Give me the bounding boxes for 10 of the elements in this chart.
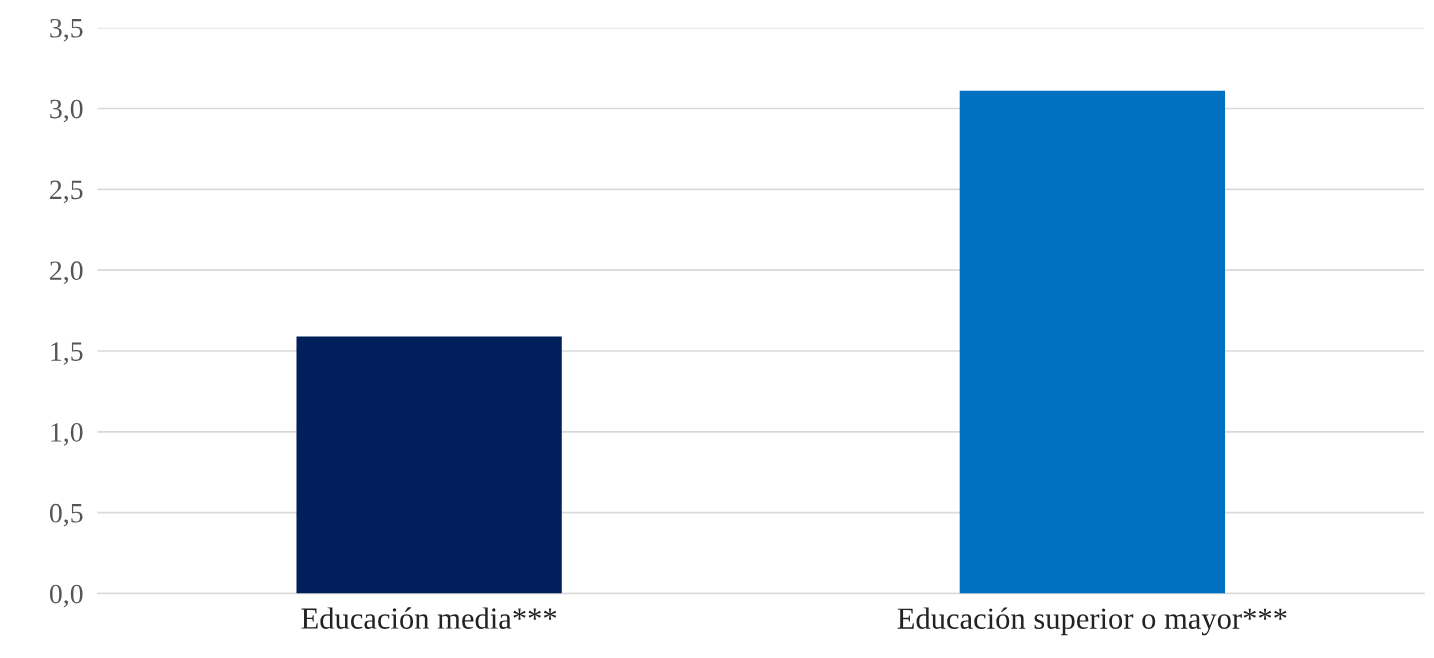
y-tick-label: 3,5 (50, 18, 83, 42)
y-tick-label: 2,5 (50, 180, 83, 204)
y-tick-label: 0,0 (49, 584, 83, 608)
y-tick-label: 2,0 (50, 261, 83, 285)
y-tick-label: 1,0 (51, 423, 83, 446)
y-tick-label: 3,0 (50, 99, 83, 123)
x-tick-label: Educación media*** (301, 607, 557, 629)
y-tick-label: 1,5 (51, 342, 83, 365)
y-tick-label: 0,5 (49, 503, 83, 527)
x-tick-label: Educación superior o mayor*** (897, 607, 1287, 636)
